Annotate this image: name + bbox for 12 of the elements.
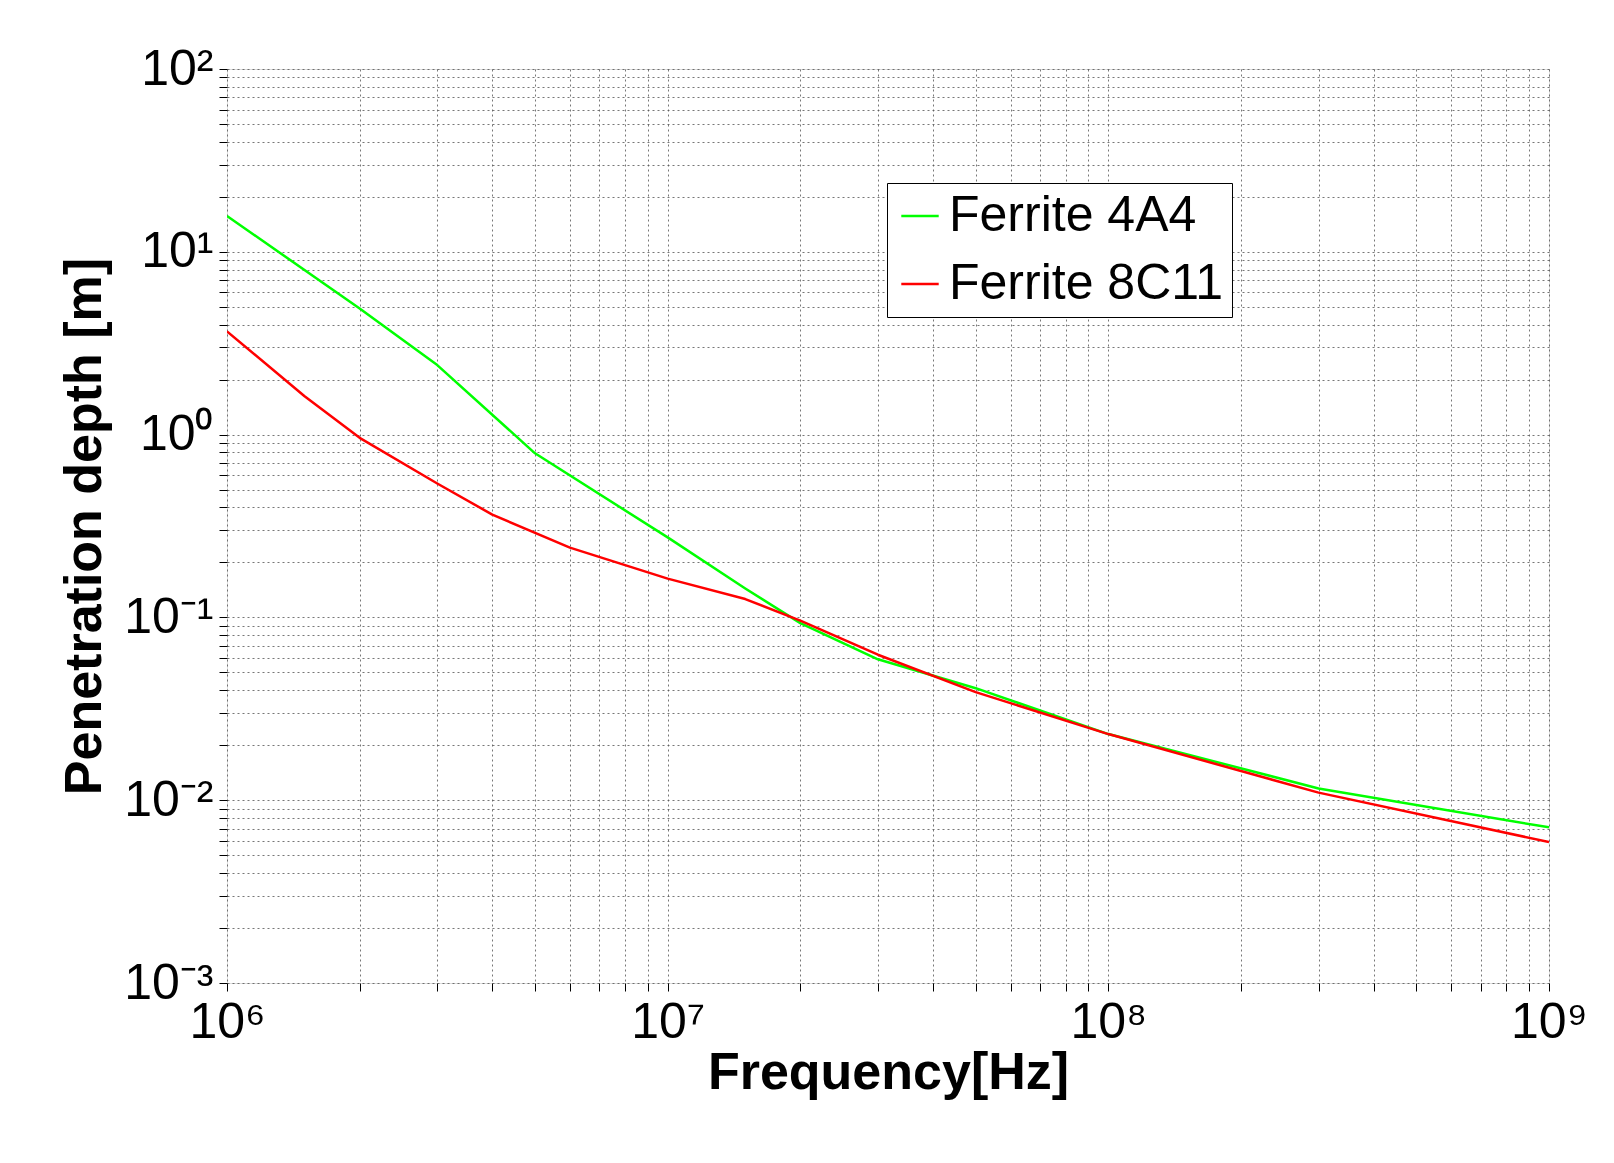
legend-label: Ferrite 8C11 xyxy=(949,254,1224,310)
y-tick-label: 10¹ xyxy=(141,222,214,279)
x-tick-label: 10⁷ xyxy=(631,992,706,1049)
legend-label: Ferrite 4A4 xyxy=(949,186,1197,242)
y-axis-title: Penetration depth [m] xyxy=(54,257,113,796)
x-tick-label: 10⁸ xyxy=(1070,992,1148,1049)
x-tick-label: 10⁹ xyxy=(1510,992,1589,1049)
y-tick-label: 10⁻¹ xyxy=(124,587,214,644)
x-axis-title: Frequency[Hz] xyxy=(707,1041,1070,1100)
y-tick-label: 10² xyxy=(141,39,214,96)
y-tick-label: 10⁻² xyxy=(124,770,214,827)
y-tick-label: 10⁰ xyxy=(139,405,214,462)
